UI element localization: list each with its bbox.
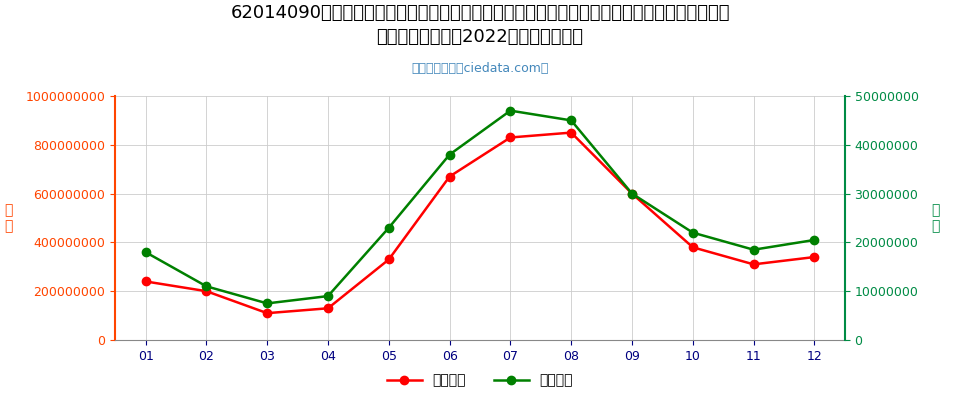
Line: 出口数量: 出口数量 bbox=[141, 106, 819, 308]
出口美元 bbox=[323, 306, 334, 311]
出口数量 bbox=[565, 118, 577, 123]
Text: 62014090化学纤维制男式其他大衣、短大衣、斗篷、短斗篷、带风帽的防寒短上衣、防风衣、防
风短上衣及类似品2022年出口月度走势: 62014090化学纤维制男式其他大衣、短大衣、斗篷、短斗篷、带风帽的防寒短上衣… bbox=[230, 4, 730, 46]
出口美元 bbox=[261, 311, 273, 316]
出口美元 bbox=[505, 135, 516, 140]
出口美元 bbox=[140, 279, 152, 284]
出口数量 bbox=[261, 301, 273, 306]
Line: 出口美元: 出口美元 bbox=[141, 128, 819, 317]
出口美元 bbox=[687, 245, 699, 250]
出口数量 bbox=[748, 247, 759, 252]
出口数量 bbox=[444, 152, 455, 157]
Legend: 出口美元, 出口数量: 出口美元, 出口数量 bbox=[381, 368, 579, 393]
Text: 进出口服务网（ciedata.com）: 进出口服务网（ciedata.com） bbox=[411, 62, 549, 75]
出口数量 bbox=[201, 284, 212, 289]
Y-axis label: 数
量: 数 量 bbox=[931, 203, 940, 233]
出口数量 bbox=[383, 225, 395, 230]
出口美元 bbox=[565, 130, 577, 135]
Y-axis label: 金
额: 金 额 bbox=[5, 203, 13, 233]
出口美元 bbox=[626, 191, 637, 196]
出口数量 bbox=[626, 191, 637, 196]
出口美元 bbox=[748, 262, 759, 267]
出口数量 bbox=[687, 230, 699, 235]
出口数量 bbox=[808, 238, 820, 242]
出口美元 bbox=[808, 255, 820, 260]
出口美元 bbox=[444, 174, 455, 179]
出口数量 bbox=[505, 108, 516, 113]
出口美元 bbox=[383, 257, 395, 262]
出口数量 bbox=[140, 250, 152, 254]
出口数量 bbox=[323, 294, 334, 298]
出口美元 bbox=[201, 289, 212, 294]
